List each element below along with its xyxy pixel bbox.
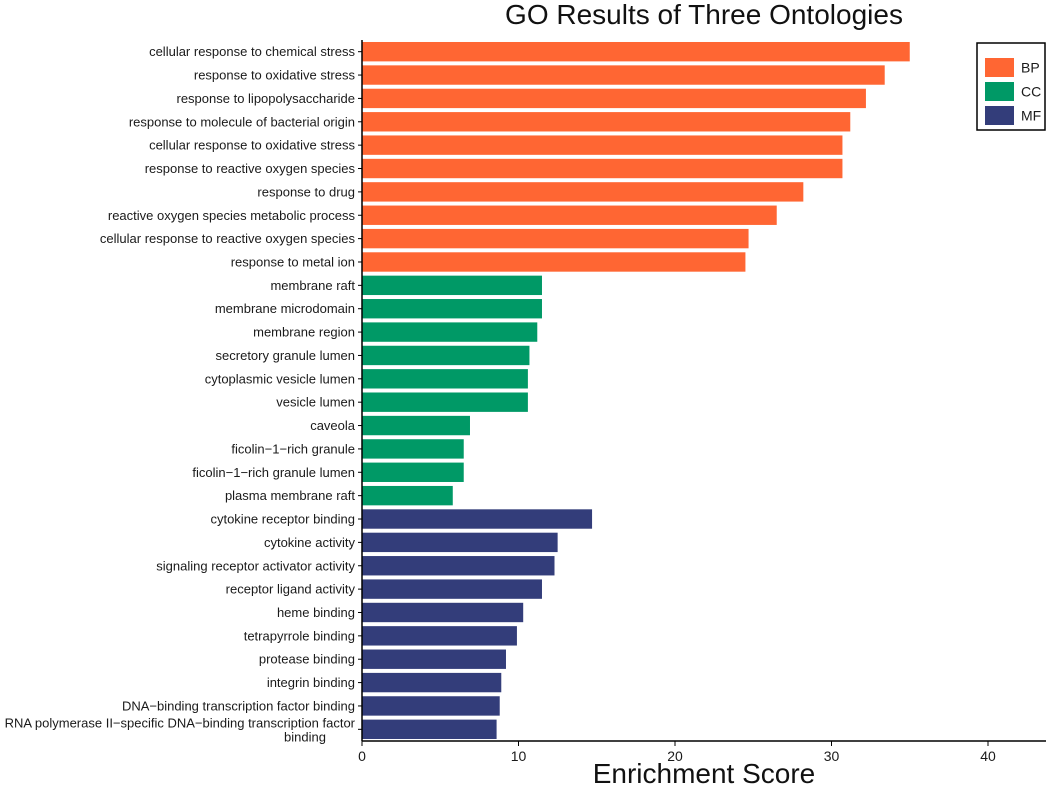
legend-swatch-bp bbox=[985, 58, 1014, 77]
bar-cc-10 bbox=[362, 275, 542, 296]
bar-bp-4 bbox=[362, 135, 843, 155]
bar-cc-16 bbox=[362, 415, 470, 436]
category-label-18: ficolin−1−rich granule lumen bbox=[192, 465, 355, 480]
category-label-20: cytokine receptor binding bbox=[210, 512, 355, 527]
category-label-2: response to lipopolysaccharide bbox=[177, 91, 356, 106]
bar-mf-28 bbox=[362, 696, 500, 716]
bar-bp-5 bbox=[362, 158, 843, 179]
category-labels-group: cellular response to chemical stress resp… bbox=[5, 44, 362, 744]
category-label-7: reactive oxygen species metabolic proces… bbox=[108, 208, 356, 223]
category-label-24: heme binding bbox=[277, 605, 355, 620]
category-label-27: integrin binding bbox=[267, 675, 355, 690]
bar-mf-27 bbox=[362, 672, 502, 693]
category-label-13: secretory granule lumen bbox=[216, 348, 355, 363]
bar-mf-20 bbox=[362, 509, 593, 529]
category-label-15: vesicle lumen bbox=[276, 395, 355, 410]
bar-bp-1 bbox=[362, 65, 885, 85]
bar-cc-18 bbox=[362, 462, 464, 482]
bar-mf-22 bbox=[362, 556, 555, 576]
x-tick-label-20: 20 bbox=[667, 748, 683, 764]
bars-group bbox=[362, 41, 910, 740]
bar-mf-25 bbox=[362, 626, 517, 646]
legend-label-cc: CC bbox=[1021, 84, 1041, 100]
category-label-29: RNA polymerase II−specific DNA−binding t… bbox=[5, 715, 356, 730]
bar-bp-0 bbox=[362, 41, 910, 62]
bar-bp-3 bbox=[362, 112, 851, 132]
category-label-12: membrane region bbox=[253, 325, 355, 340]
category-label-19: plasma membrane raft bbox=[225, 488, 355, 503]
x-tick-label-10: 10 bbox=[511, 748, 527, 764]
bar-bp-6 bbox=[362, 182, 804, 202]
legend-label-mf: MF bbox=[1021, 108, 1041, 124]
bar-mf-24 bbox=[362, 602, 524, 623]
legend: BP CC MF bbox=[976, 42, 1046, 131]
category-label-14: cytoplasmic vesicle lumen bbox=[205, 371, 355, 386]
category-label-17: ficolin−1−rich granule bbox=[231, 441, 355, 456]
category-label-29-cont: binding bbox=[284, 729, 326, 744]
bar-mf-21 bbox=[362, 532, 558, 553]
category-label-6: response to drug bbox=[257, 184, 355, 199]
category-label-9: response to metal ion bbox=[231, 254, 355, 269]
category-label-28: DNA−binding transcription factor binding bbox=[122, 698, 355, 713]
x-axis-label: Enrichment Score bbox=[593, 758, 816, 787]
bar-bp-9 bbox=[362, 252, 746, 272]
bar-cc-17 bbox=[362, 439, 464, 459]
bar-cc-11 bbox=[362, 299, 542, 319]
category-label-1: response to oxidative stress bbox=[194, 68, 356, 83]
bar-cc-19 bbox=[362, 485, 453, 506]
bar-mf-26 bbox=[362, 649, 506, 669]
category-label-26: protease binding bbox=[259, 652, 355, 667]
category-label-3: response to molecule of bacterial origin bbox=[129, 114, 355, 129]
bar-cc-14 bbox=[362, 369, 528, 389]
legend-swatch-mf bbox=[985, 106, 1014, 125]
category-label-5: response to reactive oxygen species bbox=[145, 161, 356, 176]
x-tick-label-0: 0 bbox=[358, 748, 366, 764]
category-label-11: membrane microdomain bbox=[215, 301, 355, 316]
bar-bp-2 bbox=[362, 88, 866, 109]
bar-cc-12 bbox=[362, 322, 538, 342]
x-ticks-group: 0 10 20 30 40 bbox=[358, 741, 996, 764]
bar-cc-15 bbox=[362, 392, 528, 412]
category-label-10: membrane raft bbox=[270, 278, 355, 293]
category-label-8: cellular response to reactive oxygen spe… bbox=[100, 231, 356, 246]
bar-bp-7 bbox=[362, 205, 777, 225]
chart-title: GO Results of Three Ontologies bbox=[505, 0, 903, 30]
category-label-22: signaling receptor activator activity bbox=[156, 558, 355, 573]
category-label-16: caveola bbox=[310, 418, 356, 433]
category-label-21: cytokine activity bbox=[264, 535, 356, 550]
x-tick-label-30: 30 bbox=[824, 748, 840, 764]
x-tick-label-40: 40 bbox=[980, 748, 996, 764]
bar-mf-29 bbox=[362, 719, 497, 740]
category-label-23: receptor ligand activity bbox=[226, 582, 356, 597]
category-label-0: cellular response to chemical stress bbox=[149, 44, 355, 59]
bar-cc-13 bbox=[362, 345, 530, 366]
bar-mf-23 bbox=[362, 579, 542, 599]
category-label-4: cellular response to oxidative stress bbox=[149, 138, 355, 153]
bar-bp-8 bbox=[362, 228, 749, 249]
legend-swatch-cc bbox=[985, 82, 1014, 101]
category-label-25: tetrapyrrole binding bbox=[244, 628, 355, 643]
legend-label-bp: BP bbox=[1021, 60, 1040, 76]
